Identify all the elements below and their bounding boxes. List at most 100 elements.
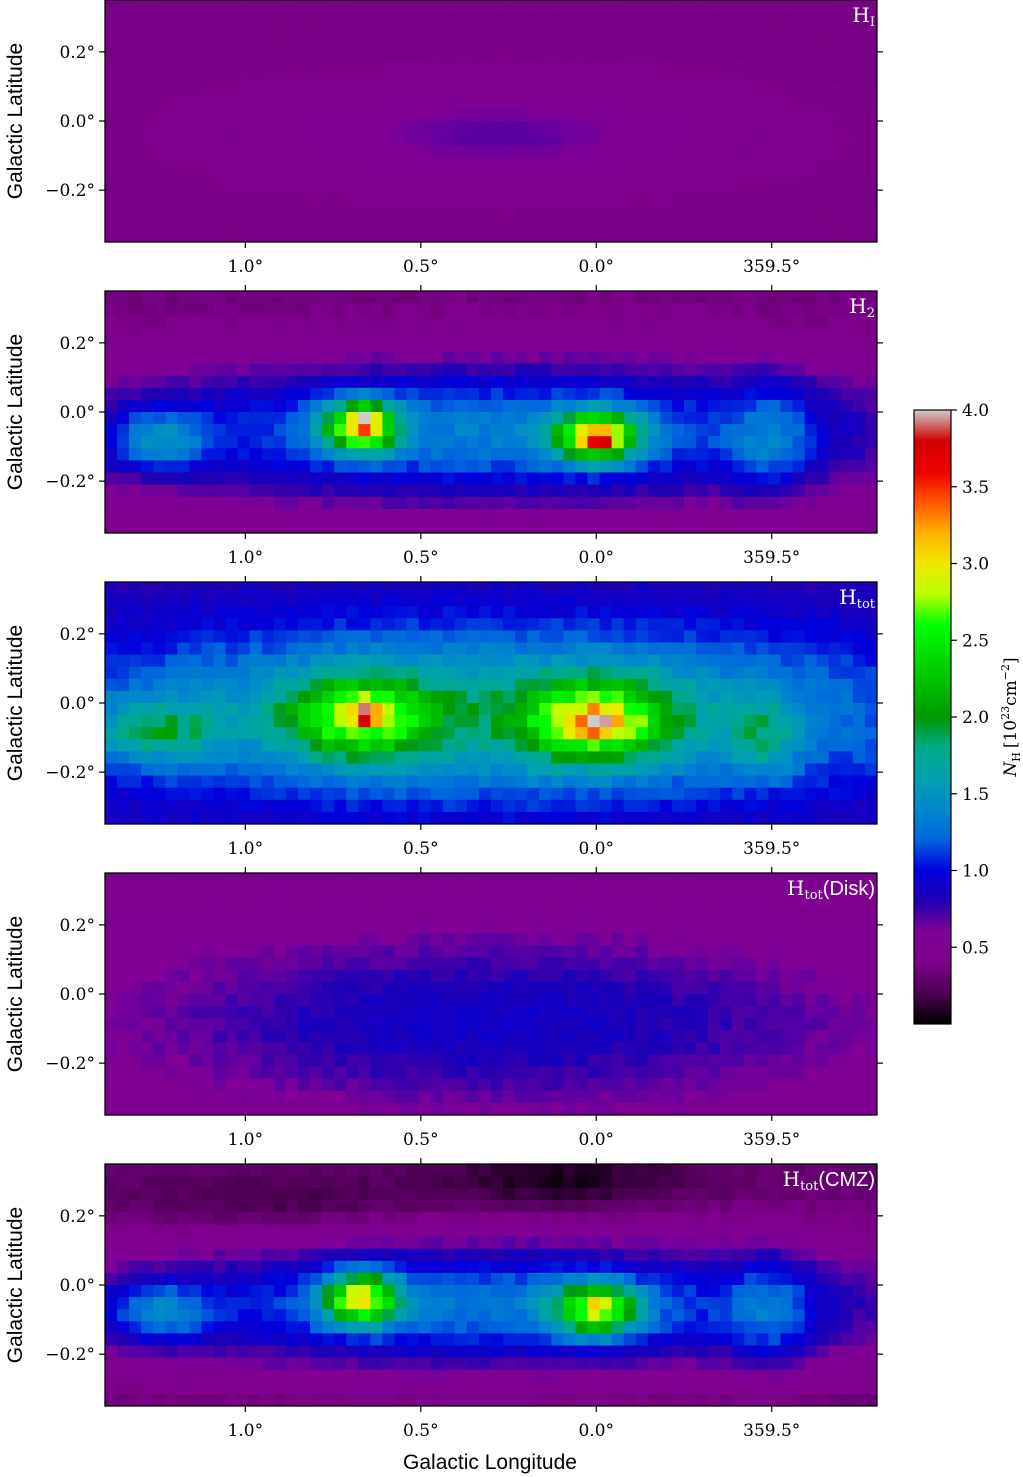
heatmap-cell	[503, 229, 516, 242]
heatmap-cell	[515, 1030, 528, 1043]
heatmap-cell	[442, 157, 456, 170]
heatmap-cell	[418, 205, 432, 219]
heatmap-cell	[587, 727, 601, 740]
heatmap-cell	[298, 933, 311, 947]
heatmap-cell	[864, 291, 877, 304]
heatmap-cell	[623, 327, 637, 340]
heatmap-cell	[418, 484, 432, 498]
heatmap-cell	[792, 945, 806, 959]
heatmap-cell	[611, 703, 625, 716]
heatmap-cell	[141, 690, 154, 704]
heatmap-cell	[551, 678, 564, 692]
heatmap-cell	[117, 436, 130, 449]
heatmap-cell	[599, 751, 613, 765]
heatmap-cell	[129, 48, 142, 62]
heatmap-cell	[684, 606, 697, 619]
heatmap-cell	[515, 84, 528, 98]
heatmap-cell	[804, 1018, 818, 1031]
heatmap-cell	[575, 399, 589, 413]
heatmap-cell	[732, 1054, 745, 1068]
heatmap-cell	[828, 315, 842, 328]
heatmap-cell	[177, 133, 191, 146]
heatmap-cell	[539, 775, 552, 789]
heatmap-cell	[768, 436, 782, 449]
heatmap-cell	[310, 436, 323, 449]
heatmap-cell	[623, 84, 637, 98]
heatmap-cell	[623, 678, 637, 692]
heatmap-cell	[852, 351, 866, 365]
heatmap-cell	[828, 690, 842, 704]
heatmap-cell	[768, 157, 782, 170]
heatmap-cell	[744, 484, 757, 498]
heatmap-cell	[623, 424, 637, 437]
heatmap-cell	[141, 994, 154, 1007]
heatmap-cell	[563, 327, 577, 340]
heatmap-cell	[720, 36, 733, 49]
heatmap-cell	[394, 642, 408, 656]
heatmap-cell	[261, 775, 275, 789]
heatmap-cell	[551, 909, 564, 922]
heatmap-cell	[647, 12, 661, 25]
heatmap-cell	[611, 145, 625, 158]
heatmap-cell	[756, 387, 770, 401]
heatmap-cell	[466, 594, 480, 607]
heatmap-cell	[768, 327, 782, 340]
heatmap-cell	[478, 424, 492, 437]
heatmap-cell	[744, 957, 757, 971]
heatmap-cell	[828, 933, 842, 947]
heatmap-cell	[828, 60, 842, 74]
heatmap-cell	[442, 351, 456, 365]
heatmap-cell	[285, 351, 299, 365]
heatmap-cell	[153, 994, 166, 1007]
heatmap-cell	[418, 933, 432, 947]
heatmap-cell	[322, 303, 335, 316]
heatmap-cell	[828, 642, 842, 656]
heatmap-cell	[563, 969, 577, 983]
heatmap-cell	[744, 715, 757, 728]
heatmap-cell	[478, 727, 492, 740]
heatmap-cell	[430, 72, 444, 86]
heatmap-cell	[129, 606, 142, 619]
heatmap-cell	[189, 399, 203, 413]
heatmap-cell	[816, 787, 830, 801]
heatmap-cell	[768, 351, 782, 365]
heatmap-cell	[816, 169, 830, 183]
heatmap-cell	[165, 703, 178, 716]
heatmap-cell	[153, 594, 166, 607]
heatmap-cell	[189, 60, 203, 74]
heatmap-cell	[165, 48, 178, 62]
heatmap-cell	[647, 339, 661, 353]
heatmap-cell	[551, 484, 564, 498]
heatmap-cell	[165, 957, 178, 971]
heatmap-cell	[225, 24, 239, 37]
heatmap-cell	[732, 363, 745, 377]
heatmap-cell	[852, 315, 866, 328]
heatmap-cell	[310, 666, 323, 680]
heatmap-cell	[671, 193, 685, 207]
heatmap-cell	[430, 424, 444, 437]
heatmap-cell	[298, 1042, 311, 1056]
heatmap-cell	[515, 303, 528, 316]
heatmap-cell	[129, 642, 142, 656]
heatmap-cell	[478, 24, 492, 37]
heatmap-cell	[587, 133, 601, 146]
heatmap-cell	[635, 739, 649, 752]
heatmap-cell	[491, 72, 504, 86]
heatmap-cell	[358, 763, 371, 777]
heatmap-cell	[756, 1018, 770, 1031]
heatmap-cell	[213, 606, 227, 619]
heatmap-cell	[346, 24, 359, 37]
heatmap-cell	[129, 387, 142, 401]
heatmap-cell	[659, 229, 673, 242]
heatmap-cell	[430, 873, 444, 886]
heatmap-cell	[418, 108, 432, 122]
heatmap-cell	[310, 909, 323, 922]
heatmap-cell	[816, 957, 830, 971]
heatmap-cell	[503, 48, 516, 62]
heatmap-cell	[756, 508, 770, 522]
heatmap-cell	[744, 1042, 757, 1056]
heatmap-cell	[189, 811, 203, 824]
heatmap-cell	[358, 291, 371, 304]
heatmap-cell	[310, 181, 323, 195]
heatmap-cell	[418, 969, 432, 983]
